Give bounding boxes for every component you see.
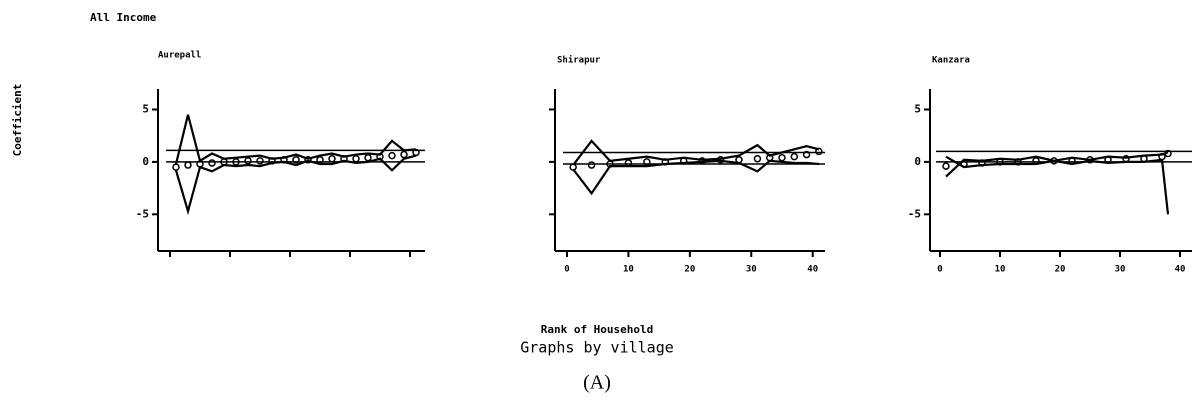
estimate-point (388, 151, 396, 160)
y-tick-label: -5 (908, 207, 921, 220)
estimate-point (753, 155, 762, 163)
estimate-point (643, 158, 651, 166)
estimate-point (802, 150, 811, 159)
estimate-point (244, 157, 252, 165)
estimate-point (942, 162, 950, 170)
estimate-point (316, 156, 324, 164)
estimate-point (304, 156, 312, 164)
estimate-point (778, 153, 786, 162)
estimate-point (364, 153, 372, 162)
y-tick-label: 5 (142, 102, 149, 115)
band-line (174, 154, 417, 216)
estimate-point (790, 152, 799, 161)
x-tick-label: 10 (623, 265, 634, 275)
y-axis-label: Coefficient (11, 84, 24, 157)
estimate-point (256, 157, 264, 165)
band-line (945, 155, 1170, 215)
x-tick-label: 20 (1055, 265, 1066, 275)
estimate-point (292, 156, 300, 164)
panel-title: Aurepall (158, 51, 201, 61)
figure-title: All Income (90, 11, 157, 24)
y-tick-label: 0 (142, 155, 149, 168)
estimate-point (172, 163, 180, 171)
estimate-point (587, 161, 596, 169)
y-tick-label: 5 (914, 102, 921, 115)
estimate-point (184, 161, 192, 169)
estimate-point (352, 155, 360, 163)
y-tick-label: -5 (136, 207, 149, 220)
by-note: Graphs by village (520, 339, 674, 357)
band-line (572, 139, 820, 166)
band-line (572, 159, 819, 196)
x-tick-label: 0 (564, 265, 569, 275)
x-tick-label: 20 (684, 265, 695, 275)
x-tick-label: 40 (1175, 265, 1186, 275)
x-tick-label: 10 (995, 265, 1006, 275)
x-tick-label: 0 (937, 265, 942, 275)
band-line (945, 151, 1169, 178)
caption: (A) (583, 372, 611, 394)
x-tick-label: 30 (746, 265, 757, 275)
x-tick-label: 40 (807, 265, 818, 275)
panel-title: Shirapur (557, 55, 601, 66)
panel-title: Kanzara (932, 56, 970, 66)
estimate-point (232, 158, 240, 166)
estimate-point (208, 159, 216, 167)
estimate-point (400, 150, 408, 159)
x-tick-label: 30 (1115, 265, 1126, 275)
estimate-point (328, 155, 336, 163)
band-line (174, 114, 417, 165)
y-tick-label: 0 (914, 155, 921, 168)
x-axis-label: Rank of Household (541, 323, 654, 336)
